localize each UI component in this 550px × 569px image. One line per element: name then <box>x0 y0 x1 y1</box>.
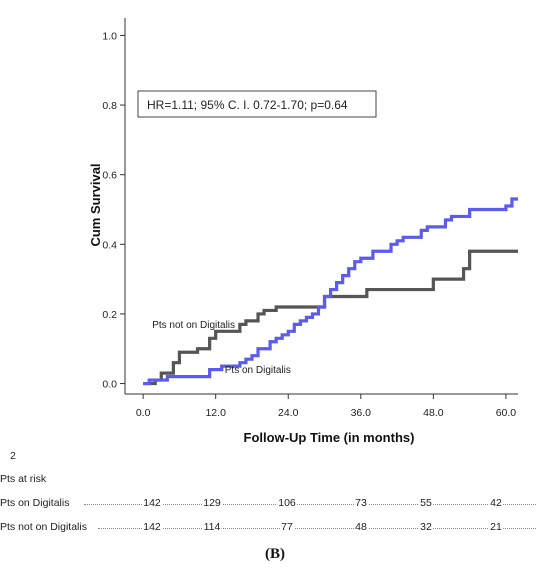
y-tick-label: 0.2 <box>102 309 117 321</box>
risk-count: 142 <box>142 497 162 509</box>
survival-chart: 0.0 12.0 24.0 36.0 48.0 60.0 0.0 0.2 0.4 0.6 0.8 1… <box>88 18 518 445</box>
y-tick-label: 1.0 <box>102 30 117 42</box>
x-axis-title: Follow-Up Time (in months) <box>244 430 415 445</box>
x-tick-label: 60.0 <box>496 407 517 419</box>
hr-annotation-text: HR=1.11; 95% C. I. 0.72-1.70; p=0.64 <box>147 98 348 112</box>
risk-count: 32 <box>419 521 433 533</box>
series-line-pts-on-digitalis <box>143 197 518 386</box>
risk-row-label: Pts not on Digitalis <box>0 521 87 533</box>
risk-row-dotted-line <box>84 504 536 505</box>
survival-series <box>143 197 518 386</box>
series-line-pts-not-on-digitalis <box>143 249 518 386</box>
risk-count: 77 <box>280 521 294 533</box>
x-tick-label: 0.0 <box>136 407 151 419</box>
y-tick-label: 0.0 <box>102 379 117 391</box>
hr-annotation-box <box>137 90 377 118</box>
risk-count: 106 <box>277 497 297 509</box>
series-label: Pts on Digitalis <box>225 365 291 376</box>
series-label: Pts not on Digitalis <box>152 320 235 331</box>
panel-label: (B) <box>265 546 285 562</box>
y-tick-label: 0.4 <box>102 239 117 251</box>
risk-count: 21 <box>489 521 503 533</box>
risk-count: 55 <box>419 497 433 509</box>
y-axis-title: Cum Survival <box>88 163 103 246</box>
y-axis-ticks: 0.0 0.2 0.4 0.6 0.8 1.0 <box>102 30 125 391</box>
risk-count: 142 <box>142 521 162 533</box>
x-tick-label: 36.0 <box>351 407 372 419</box>
risk-count: 114 <box>202 521 222 533</box>
x-axis-ticks: 0.0 12.0 24.0 36.0 48.0 60.0 <box>136 394 516 419</box>
panel-number: 2 <box>10 450 16 462</box>
x-tick-label: 48.0 <box>423 407 444 419</box>
risk-count: 42 <box>489 497 503 509</box>
risk-count: 129 <box>202 497 222 509</box>
risk-table-header: Pts at risk <box>0 473 47 485</box>
x-tick-label: 24.0 <box>278 407 299 419</box>
risk-row-dotted-line <box>98 528 536 529</box>
risk-count: 48 <box>354 521 368 533</box>
y-tick-label: 0.6 <box>102 170 117 182</box>
risk-count: 73 <box>354 497 368 509</box>
x-tick-label: 12.0 <box>205 407 226 419</box>
series-labels: Pts not on Digitalis Pts on Digitalis <box>152 320 291 376</box>
y-tick-label: 0.8 <box>102 100 117 112</box>
risk-row-label: Pts on Digitalis <box>0 497 70 509</box>
